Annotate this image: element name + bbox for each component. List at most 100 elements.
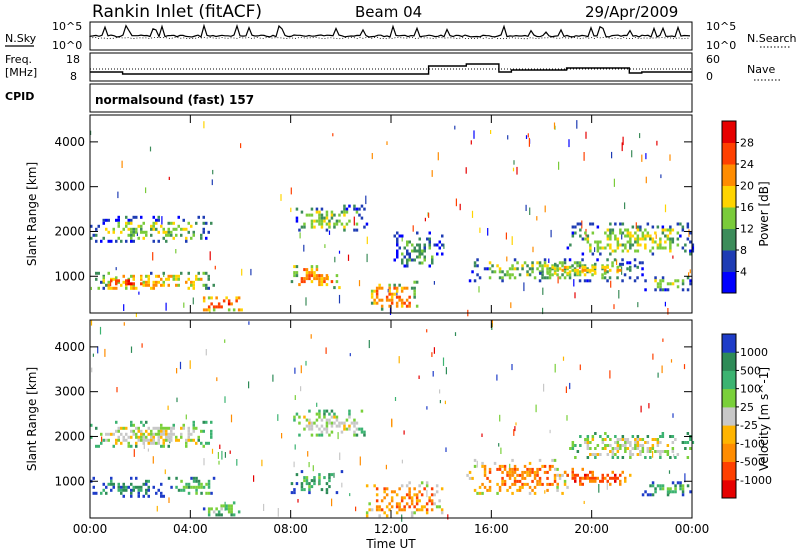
power-echo-cell <box>437 152 439 161</box>
power-echo-cell <box>320 225 324 229</box>
power-echo-cell <box>408 301 411 305</box>
velocity-echo-cell <box>621 470 624 474</box>
power-echo-cell <box>170 221 173 225</box>
power-echo-cell <box>152 227 155 231</box>
power-echo-cell <box>614 249 617 253</box>
power-echo-cell <box>375 289 379 293</box>
power-echo-cell <box>398 295 401 299</box>
power-echo-cell <box>581 265 584 269</box>
power-echo-cell <box>406 261 409 265</box>
velocity-echo-cell <box>523 470 527 474</box>
velocity-echo-cell <box>368 508 371 512</box>
power-y-tick-label: 1000 <box>54 269 85 283</box>
velocity-echo-cell <box>454 332 457 336</box>
velocity-echo-cell <box>315 433 319 437</box>
power-echo-cell <box>563 276 567 280</box>
velocity-echo-cell <box>218 460 220 465</box>
velocity-echo-cell <box>654 438 657 441</box>
power-echo-cell <box>105 227 108 231</box>
power-echo-cell <box>142 283 145 287</box>
power-echo-cell <box>554 271 557 275</box>
velocity-echo-cell <box>339 452 341 460</box>
velocity-echo-cell <box>523 476 527 480</box>
velocity-echo-cell <box>122 426 125 430</box>
power-echo-cell <box>418 255 421 259</box>
power-echo-cell <box>544 205 546 213</box>
power-echo-cell <box>147 274 150 278</box>
velocity-echo-cell <box>343 427 346 431</box>
velocity-echo-cell <box>488 479 492 483</box>
velocity-echo-cell <box>207 510 211 514</box>
velocity-echo-cell <box>646 447 650 450</box>
power-echo-cell <box>295 274 299 278</box>
power-echo-cell <box>160 277 163 281</box>
power-echo-cell <box>315 268 319 272</box>
power-echo-cell <box>531 267 534 271</box>
velocity-echo-cell <box>170 429 173 433</box>
power-echo-cell <box>393 258 396 262</box>
power-echo-cell <box>674 279 677 283</box>
velocity-echo-cell <box>666 490 670 494</box>
cpid-panel: CPID normalsound (fast) 157 <box>5 83 693 113</box>
velocity-echo-cell <box>659 450 662 453</box>
power-echo-cell <box>207 230 210 234</box>
power-echo-cell <box>232 308 236 312</box>
power-echo-cell <box>117 236 120 240</box>
power-echo-cell <box>644 243 647 247</box>
velocity-echo-cell <box>340 470 344 474</box>
power-echo-cell <box>421 249 424 253</box>
power-echo-cell <box>581 237 585 241</box>
velocity-echo-cell <box>681 487 685 491</box>
power-echo-cell <box>596 246 600 250</box>
power-echo-cell <box>358 213 361 217</box>
power-echo-cell <box>217 305 221 309</box>
velocity-echo-cell <box>511 467 514 471</box>
velocity-echo-cell <box>127 441 130 445</box>
velocity-echo-cell <box>133 449 135 457</box>
power-echo-cell <box>631 243 635 247</box>
power-echo-cell <box>142 230 145 234</box>
power-echo-cell <box>512 167 515 172</box>
power-echo-cell <box>401 261 404 265</box>
velocity-echo-cell <box>629 453 632 456</box>
power-echo-cell <box>606 258 609 262</box>
power-echo-cell <box>508 267 512 271</box>
power-echo-cell <box>436 252 439 256</box>
power-echo-cell <box>684 243 687 247</box>
power-echo-cell <box>395 304 399 308</box>
velocity-echo-cell <box>541 482 544 486</box>
power-echo-cell <box>573 273 577 277</box>
power-echo-cell <box>659 285 662 289</box>
velocity-echo-cell <box>498 485 502 489</box>
velocity-echo-cell <box>192 479 196 483</box>
velocity-echo-cell <box>651 481 655 485</box>
velocity-echo-cell <box>176 368 178 374</box>
power-echo-cell <box>293 271 296 275</box>
power-echo-cell <box>401 234 404 238</box>
velocity-echo-cell <box>135 426 138 430</box>
velocity-echo-cell <box>513 472 515 477</box>
power-echo-cell <box>187 271 190 275</box>
power-echo-cell <box>90 224 93 228</box>
velocity-echo-cell <box>300 365 302 374</box>
velocity-echo-cell <box>349 493 351 497</box>
power-echo-cell <box>654 288 657 292</box>
power-echo-cell <box>95 227 98 231</box>
power-colorbar-segment <box>722 250 736 272</box>
velocity-echo-cell <box>599 479 602 483</box>
power-echo-cell <box>541 276 544 280</box>
velocity-echo-cell <box>684 441 687 444</box>
velocity-echo-cell <box>616 438 620 441</box>
velocity-echo-cell <box>308 421 311 425</box>
power-echo-cell <box>195 277 198 281</box>
velocity-echo-cell <box>308 424 311 428</box>
velocity-echo-cell <box>277 508 279 517</box>
velocity-echo-cell <box>535 404 537 413</box>
power-echo-cell <box>137 224 140 228</box>
power-echo-cell <box>157 274 160 278</box>
power-echo-cell <box>604 265 607 269</box>
power-echo-cell <box>107 239 110 243</box>
velocity-echo-cell <box>513 470 517 474</box>
velocity-echo-cell <box>483 467 487 471</box>
velocity-echo-cell <box>511 470 514 474</box>
